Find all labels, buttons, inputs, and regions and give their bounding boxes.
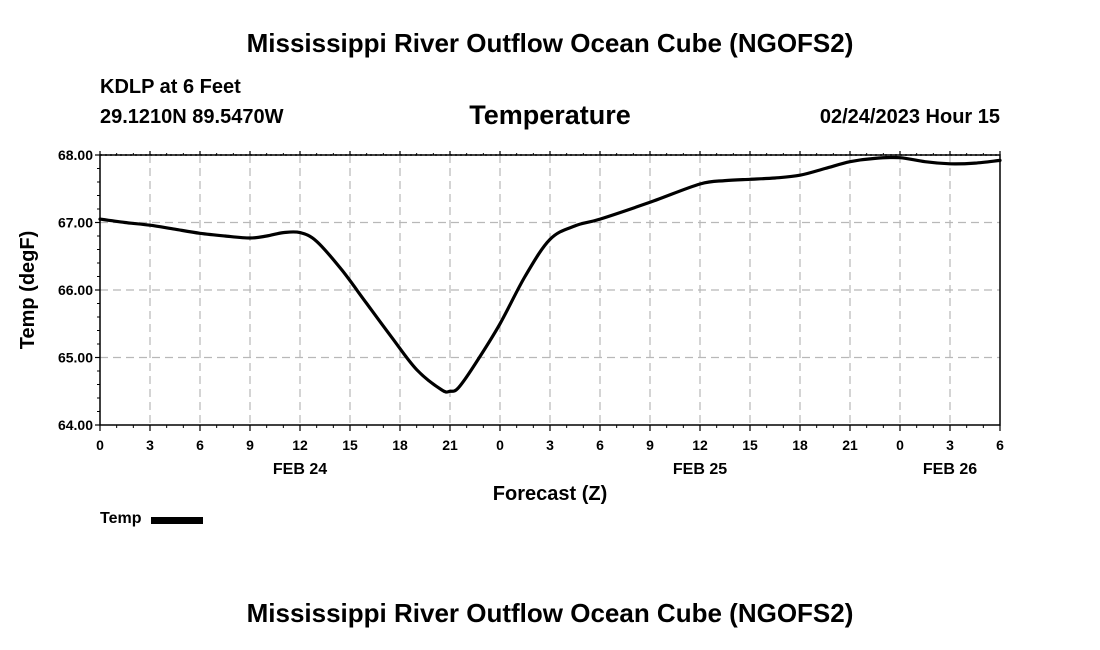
x-tick-label: 21 bbox=[842, 437, 858, 453]
y-tick-label: 65.00 bbox=[58, 350, 93, 366]
x-tick-label: 6 bbox=[996, 437, 1004, 453]
station-coordinates: 29.1210N 89.5470W bbox=[100, 106, 284, 128]
grid-layer bbox=[100, 154, 1000, 425]
temp-series-line bbox=[98, 155, 1002, 394]
x-tick-label: 3 bbox=[546, 437, 554, 453]
x-tick-label: 9 bbox=[646, 437, 654, 453]
x-axis-label: Forecast (Z) bbox=[493, 483, 607, 505]
x-tick-label: 12 bbox=[292, 437, 308, 453]
legend: Temp bbox=[100, 510, 204, 528]
x-date-label: FEB 25 bbox=[673, 461, 727, 478]
x-tick-label: 0 bbox=[896, 437, 904, 453]
y-axis-label: Temp (degF) bbox=[17, 231, 39, 350]
x-tick-label: 3 bbox=[146, 437, 154, 453]
x-date-label: FEB 24 bbox=[273, 461, 327, 478]
forecast-timestamp: 02/24/2023 Hour 15 bbox=[819, 106, 1000, 128]
x-tick-label: 21 bbox=[442, 437, 458, 453]
x-tick-label: 0 bbox=[96, 437, 104, 453]
x-date-label: FEB 26 bbox=[923, 461, 977, 478]
x-tick-label: 15 bbox=[742, 437, 758, 453]
x-tick-label: 0 bbox=[496, 437, 504, 453]
footer-title: Mississippi River Outflow Ocean Cube (NG… bbox=[246, 598, 854, 628]
legend-line-swatch bbox=[151, 516, 204, 524]
chart-title: Temperature bbox=[469, 100, 631, 130]
y-tick-label: 67.00 bbox=[58, 215, 93, 231]
x-tick-label: 6 bbox=[596, 437, 604, 453]
y-tick-label: 66.00 bbox=[58, 282, 93, 298]
y-tick-label: 64.00 bbox=[58, 417, 93, 433]
x-tick-label: 6 bbox=[196, 437, 204, 453]
main-title: Mississippi River Outflow Ocean Cube (NG… bbox=[246, 28, 854, 58]
axis-layer: 64.00 65.00 66.00 67.00 68.00 0 3 6 9 12 15 18 21 0 3 6… bbox=[58, 147, 1004, 478]
x-tick-label: 3 bbox=[946, 437, 954, 453]
station-name: KDLP at 6 Feet bbox=[100, 76, 241, 98]
x-tick-label: 18 bbox=[792, 437, 808, 453]
x-tick-label: 9 bbox=[246, 437, 254, 453]
x-tick-label: 18 bbox=[392, 437, 408, 453]
x-tick-label: 12 bbox=[692, 437, 708, 453]
legend-label: Temp bbox=[100, 510, 142, 527]
y-tick-label: 68.00 bbox=[58, 147, 93, 163]
x-tick-label: 15 bbox=[342, 437, 358, 453]
